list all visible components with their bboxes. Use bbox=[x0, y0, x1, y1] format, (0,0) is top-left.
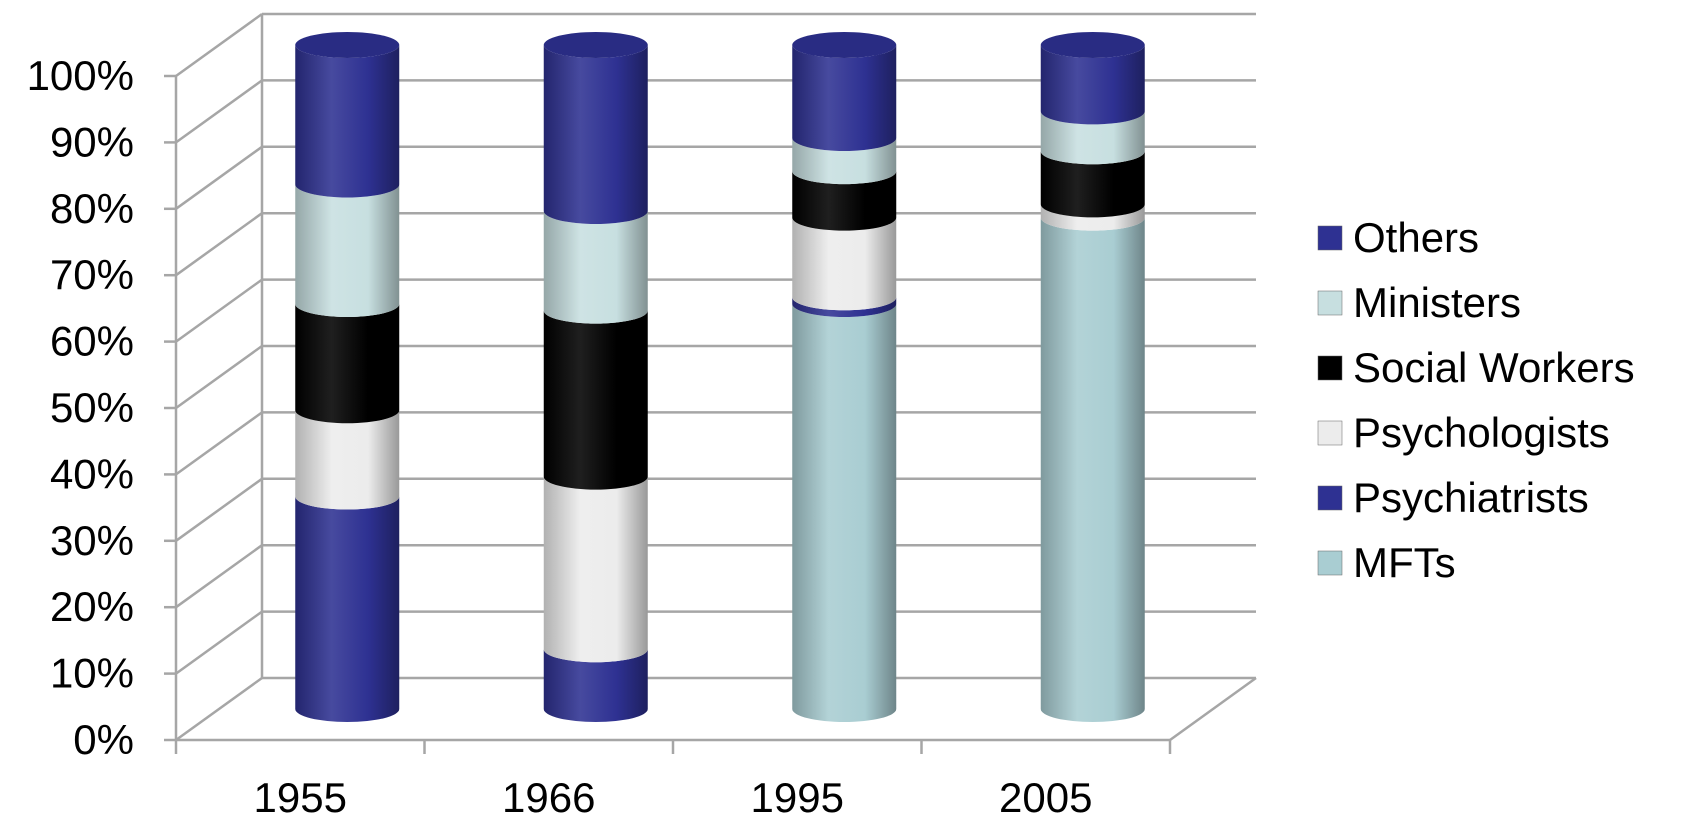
bar-segment-others-1955 bbox=[295, 45, 400, 198]
legend-swatch bbox=[1317, 550, 1343, 576]
legend-item-psychologists: Psychologists bbox=[1317, 409, 1610, 456]
gridline-side bbox=[175, 344, 263, 410]
y-tick-label: 50% bbox=[50, 384, 134, 431]
bar-stack-1955 bbox=[295, 32, 400, 722]
gridline-side bbox=[175, 477, 263, 542]
y-tick-label: 70% bbox=[50, 251, 134, 298]
y-tick-label: 20% bbox=[50, 583, 134, 630]
bar-stack-1966 bbox=[543, 32, 648, 722]
bar-top-cap-1955 bbox=[295, 32, 400, 58]
bar-segment-psychologists-1955 bbox=[295, 410, 400, 510]
bar-segment-psychiatrists-1966 bbox=[543, 649, 648, 722]
legend-label: Psychologists bbox=[1353, 409, 1610, 456]
legend: Others Ministers Social Workers Psychologis… bbox=[1317, 214, 1635, 586]
bar-segment-psychiatrists-1955 bbox=[295, 496, 400, 722]
legend-label: Ministers bbox=[1353, 279, 1521, 326]
legend-swatch bbox=[1317, 355, 1343, 381]
bar-segment-psychologists-2005 bbox=[1040, 204, 1145, 231]
legend-item-social-workers: Social Workers bbox=[1317, 344, 1635, 391]
x-tick-label: 2005 bbox=[999, 774, 1092, 821]
x-tick-label: 1955 bbox=[254, 774, 347, 821]
legend-label: Social Workers bbox=[1353, 344, 1635, 391]
bar-segment-social-workers-2005 bbox=[1040, 151, 1145, 218]
legend-label: Psychiatrists bbox=[1353, 474, 1589, 521]
y-tick-label: 90% bbox=[50, 118, 134, 165]
bar-stack-1995 bbox=[792, 32, 897, 722]
bar-segment-psychologists-1966 bbox=[543, 476, 648, 663]
y-tick-label: 60% bbox=[50, 318, 134, 365]
legend-label: MFTs bbox=[1353, 539, 1456, 586]
y-axis-ticks: 0% 10% 20% 30% 40% 50% 60% 70% 80% 90% 100% bbox=[27, 52, 176, 763]
bar-stack-2005 bbox=[1040, 32, 1145, 722]
legend-swatch bbox=[1317, 485, 1343, 511]
legend-item-others: Others bbox=[1317, 214, 1479, 261]
bar-segment-others-2005 bbox=[1040, 45, 1145, 125]
gridline-side bbox=[175, 145, 263, 210]
floor-right-edge bbox=[1169, 676, 1257, 742]
y-tick-label: 0% bbox=[73, 716, 134, 763]
y-tick-label: 30% bbox=[50, 517, 134, 564]
gridline-side bbox=[175, 12, 263, 78]
legend-item-ministers: Ministers bbox=[1317, 279, 1521, 326]
gridline-side bbox=[175, 411, 263, 476]
bar-segment-psychiatrists-1995 bbox=[792, 297, 897, 317]
bar-segment-ministers-1995 bbox=[792, 137, 897, 185]
bar-segment-ministers-1955 bbox=[295, 184, 400, 317]
bar-segment-ministers-1966 bbox=[543, 211, 648, 324]
bar-segment-others-1995 bbox=[792, 45, 897, 151]
bar-segment-mfts-2005 bbox=[1040, 217, 1145, 722]
y-tick-label: 100% bbox=[27, 52, 134, 99]
bar-segment-ministers-2005 bbox=[1040, 111, 1145, 165]
gridline-side bbox=[175, 212, 263, 277]
bar-top-cap-1966 bbox=[543, 32, 648, 58]
y-tick-label: 10% bbox=[50, 650, 134, 697]
y-tick-label: 80% bbox=[50, 185, 134, 232]
bar-segment-psychologists-1995 bbox=[792, 217, 897, 311]
legend-swatch bbox=[1317, 225, 1343, 251]
bar-segment-social-workers-1955 bbox=[295, 303, 400, 424]
bar-segment-social-workers-1966 bbox=[543, 310, 648, 490]
gridline-side bbox=[175, 676, 263, 742]
gridline-side bbox=[175, 79, 263, 144]
legend-swatch bbox=[1317, 420, 1343, 446]
x-axis: 1955 1966 1995 2005 bbox=[174, 740, 1172, 821]
bar-segment-others-1966 bbox=[543, 45, 648, 225]
x-tick-label: 1966 bbox=[502, 774, 595, 821]
gridline-side bbox=[175, 544, 263, 609]
gridline-side bbox=[175, 278, 263, 343]
bars bbox=[295, 32, 1145, 722]
x-tick-label: 1995 bbox=[751, 774, 844, 821]
legend-swatch bbox=[1317, 290, 1343, 316]
bar-segment-social-workers-1995 bbox=[792, 171, 897, 231]
y-tick-label: 40% bbox=[50, 450, 134, 497]
legend-item-psychiatrists: Psychiatrists bbox=[1317, 474, 1589, 521]
bar-segment-mfts-1995 bbox=[792, 303, 897, 722]
bar-top-cap-1995 bbox=[792, 32, 897, 58]
legend-label: Others bbox=[1353, 214, 1479, 261]
legend-item-mfts: MFTs bbox=[1317, 539, 1456, 586]
gridline-side bbox=[175, 610, 263, 675]
bar-top-cap-2005 bbox=[1040, 32, 1145, 58]
